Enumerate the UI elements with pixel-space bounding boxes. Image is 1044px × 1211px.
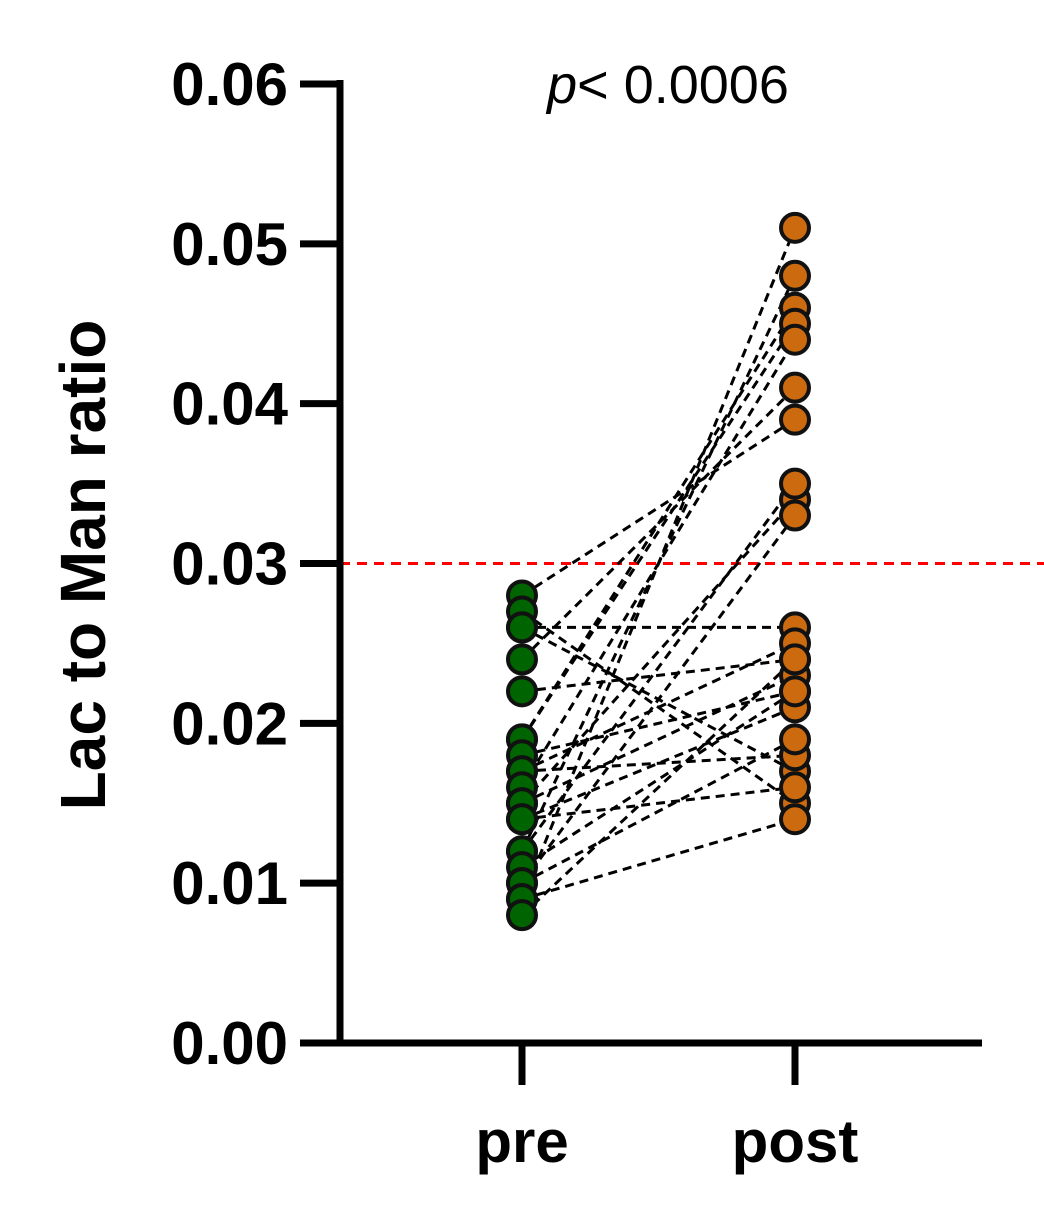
- pair-line: [520, 482, 797, 853]
- post-point: [779, 723, 811, 756]
- post-point: [779, 771, 811, 804]
- y-tick-label: 0.02: [171, 690, 288, 757]
- post-point: [779, 803, 811, 836]
- post-point: [779, 211, 811, 244]
- pair-line: [521, 737, 796, 885]
- y-tick-label: 0.06: [171, 51, 288, 118]
- pre-point: [506, 643, 538, 676]
- post-point: [779, 499, 811, 532]
- x-tick-label-post: post: [732, 1108, 859, 1175]
- pair-line: [521, 690, 796, 869]
- pair-line: [520, 514, 797, 885]
- pair-line: [521, 674, 796, 805]
- pair-line: [520, 227, 797, 900]
- pre-point: [506, 611, 538, 644]
- pair-line: [521, 753, 796, 773]
- pair-line: [521, 785, 796, 821]
- post-point: [779, 467, 811, 500]
- pair-line: [521, 657, 796, 693]
- y-tick-label: 0.04: [171, 371, 288, 438]
- y-tick-label: 0.03: [171, 531, 288, 598]
- data-points: [506, 211, 811, 932]
- paired-lines: [520, 227, 797, 917]
- pre-point: [506, 675, 538, 708]
- x-tick-label-pre: pre: [475, 1108, 568, 1175]
- pair-line: [521, 817, 796, 901]
- pair-line: [521, 642, 796, 773]
- y-tick-label: 0.00: [171, 1010, 288, 1077]
- pair-line: [520, 386, 797, 661]
- post-point: [779, 403, 811, 436]
- x-axis-ticks: pre post: [475, 1043, 858, 1175]
- p-value-symbol: p: [545, 55, 577, 115]
- y-axis-label: Lac to Man ratio: [47, 320, 119, 811]
- pair-line: [521, 689, 796, 757]
- post-point: [779, 371, 811, 404]
- y-tick-label: 0.05: [171, 211, 288, 278]
- p-value-annotation: p< 0.0006: [545, 55, 789, 115]
- pair-line: [520, 658, 797, 917]
- post-point: [779, 323, 811, 356]
- pair-line: [520, 322, 797, 741]
- pair-line: [521, 418, 796, 597]
- y-axis-ticks: 0.00 0.01 0.02 0.03 0.04 0.05 0.06: [171, 51, 340, 1077]
- post-point: [779, 259, 811, 292]
- y-tick-label: 0.01: [171, 850, 288, 917]
- post-point: [779, 675, 811, 708]
- pair-line: [520, 306, 797, 741]
- pre-point: [506, 899, 538, 932]
- p-value-text: < 0.0006: [577, 55, 789, 115]
- pair-line: [521, 705, 796, 821]
- pre-point: [506, 803, 538, 836]
- post-point: [779, 643, 811, 676]
